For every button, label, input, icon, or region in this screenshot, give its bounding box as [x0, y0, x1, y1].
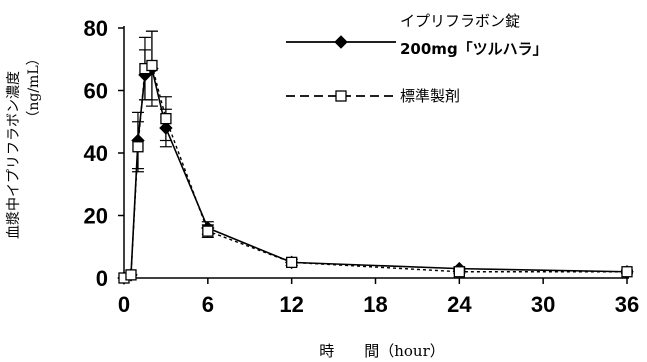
x-tick-label: 24	[447, 292, 472, 317]
x-tick-label: 18	[363, 292, 387, 317]
tick-labels: 0 20 40 60 80 0 6 12 18 24 30 36	[84, 16, 640, 317]
y-tick-label: 0	[96, 266, 108, 291]
y-tick-label: 80	[84, 16, 108, 41]
series-2	[118, 30, 633, 284]
square-marker	[125, 269, 137, 281]
x-tick-label: 6	[202, 292, 214, 317]
y-axis-label-line: 血漿中イプリフラボン濃度	[6, 71, 22, 239]
x-tick-label: 0	[118, 292, 130, 317]
legend-label: 標準製剤	[400, 87, 460, 105]
y-axis-label-line: （ng/mL）	[26, 51, 42, 124]
series-1	[117, 30, 634, 285]
x-tick-label: 12	[279, 292, 303, 317]
square-marker	[160, 112, 172, 125]
legend: イプリフラボン錠 200mg「ツルハラ」標準製剤	[286, 12, 548, 105]
square-marker	[286, 256, 298, 269]
diamond-marker	[334, 35, 348, 49]
legend-item-1: イプリフラボン錠 200mg「ツルハラ」	[286, 12, 548, 58]
y-tick-label: 60	[84, 79, 108, 104]
y-tick-label: 40	[84, 141, 108, 166]
square-marker	[132, 141, 144, 153]
legend-label: イプリフラボン錠	[400, 12, 520, 30]
legend-label: 200mg「ツルハラ」	[400, 40, 548, 58]
series-layer	[117, 30, 634, 285]
y-tick-label: 20	[84, 204, 108, 229]
series-line	[123, 67, 628, 279]
legend-item-2: 標準製剤	[286, 87, 460, 105]
axes	[118, 26, 629, 284]
square-marker	[335, 90, 347, 102]
x-axis-label: 時 間（hour）	[319, 342, 445, 360]
series-line	[123, 64, 627, 279]
square-marker	[621, 266, 633, 278]
y-axis-label: 血漿中イプリフラボン濃度 （ng/mL）	[6, 51, 42, 239]
x-tick-label: 30	[531, 292, 555, 317]
square-marker	[202, 225, 214, 237]
square-marker	[453, 266, 465, 278]
x-tick-label: 36	[615, 292, 639, 317]
square-marker	[146, 59, 158, 72]
